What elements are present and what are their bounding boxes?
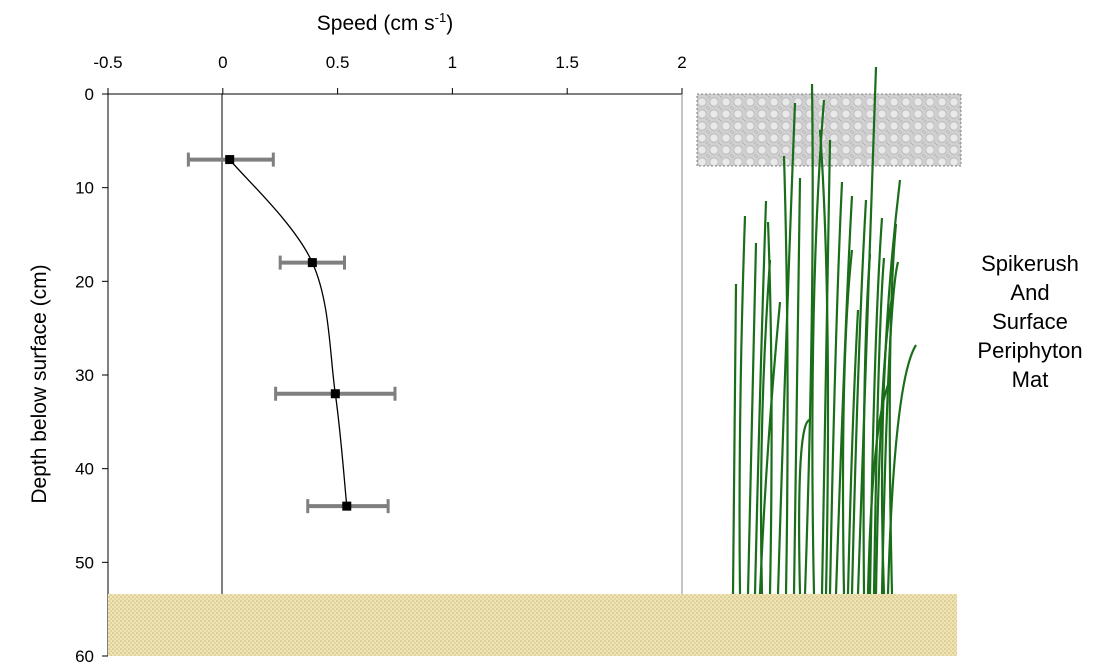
speed-profile-line [229, 159, 348, 507]
spikerush-stem [872, 257, 886, 595]
spikerush-stem [886, 344, 917, 595]
spikerush-stem [776, 102, 797, 595]
spikerush-stem [798, 418, 811, 595]
x-tick-label: 0 [218, 53, 227, 72]
y-axis-title: Depth below surface (cm) [28, 264, 51, 503]
y-axis-ticks: 0 10 20 30 40 50 60 [75, 85, 108, 666]
spikerush-stem [841, 249, 854, 595]
x-axis-title: Speed (cm s-1) [317, 10, 453, 35]
data-point [330, 389, 340, 399]
side-label: Spikerush And Surface Periphyton Mat [977, 251, 1082, 392]
x-tick-label: 1.5 [555, 53, 579, 72]
spikerush-stem [738, 215, 747, 595]
x-tick-label: 1 [448, 53, 457, 72]
x-tick-label: -0.5 [93, 53, 122, 72]
side-label-line: Periphyton [977, 338, 1082, 363]
spikerush-stem [818, 129, 830, 595]
side-label-line: Spikerush [981, 251, 1079, 276]
side-label-line: Mat [1012, 367, 1049, 392]
y-tick-label: 10 [75, 179, 94, 198]
spikerush-stem [758, 301, 782, 595]
spikerush-stem [846, 309, 860, 595]
data-point [307, 258, 317, 268]
side-label-line: And [1010, 280, 1049, 305]
data-point [225, 155, 235, 165]
x-tick-label: 2 [677, 53, 686, 72]
x-axis-ticks: -0.5 0 0.5 1 1.5 2 [93, 53, 687, 94]
spikerush-stem [880, 179, 902, 595]
error-bars [186, 152, 397, 514]
side-label-line: Surface [992, 309, 1068, 334]
spikerush-stem [850, 199, 868, 595]
spikerush-stem [792, 177, 802, 595]
y-tick-label: 30 [75, 366, 94, 385]
spikerush-stem [782, 155, 789, 595]
spikerush-stem [862, 253, 872, 595]
spikerush-plants [731, 66, 917, 595]
x-tick-label: 0.5 [326, 53, 350, 72]
spikerush-stem [828, 181, 844, 595]
y-tick-label: 20 [75, 272, 94, 291]
spikerush-stem [820, 139, 832, 595]
data-markers [225, 155, 352, 511]
spikerush-stem [746, 242, 758, 595]
y-tick-label: 0 [85, 85, 94, 104]
sediment-layer [108, 594, 957, 656]
spikerush-stem [811, 99, 826, 595]
y-tick-label: 60 [75, 647, 94, 666]
x-axis-title-superscript: -1 [435, 10, 447, 25]
spikerush-stem [888, 223, 898, 595]
data-point [342, 501, 352, 511]
spikerush-stem [803, 83, 814, 595]
y-tick-label: 40 [75, 460, 94, 479]
spikerush-stem [753, 200, 768, 595]
y-tick-label: 50 [75, 553, 94, 572]
spikerush-stem [731, 283, 738, 595]
